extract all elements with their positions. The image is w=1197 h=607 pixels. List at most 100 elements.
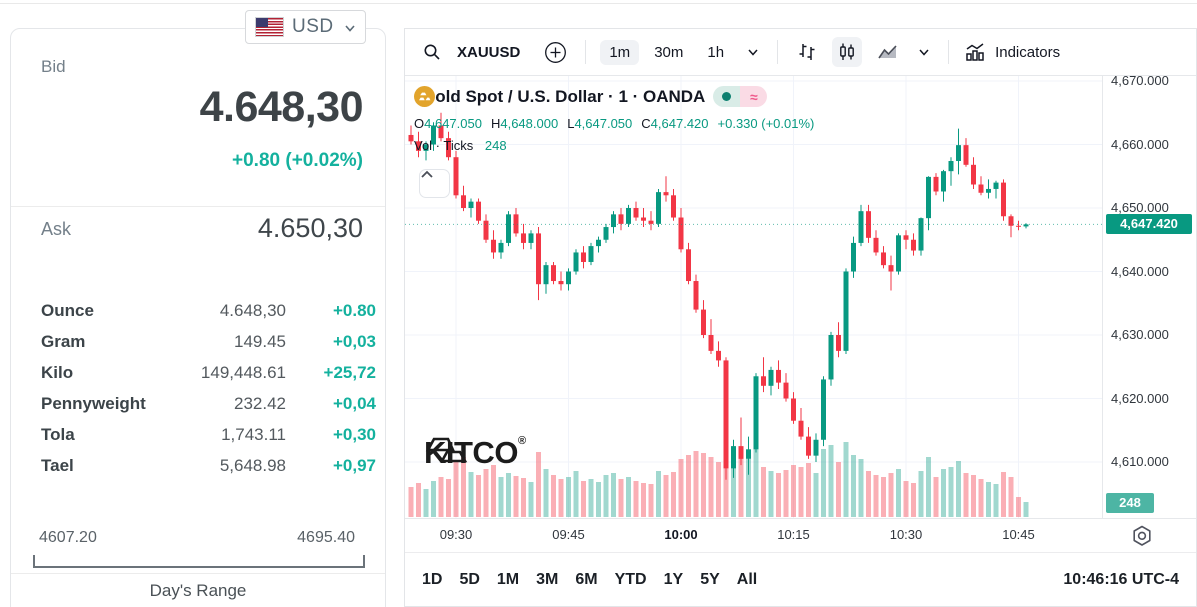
quote-card: Bid 4.648,30 +0.80 (+0.02%) Ask 4.650,30… — [10, 28, 386, 607]
unit-value: 232.42 — [234, 393, 286, 413]
toolbar-separator — [948, 40, 950, 64]
unit-value: 5,648.98 — [219, 455, 286, 475]
ohlc-values: O4,647.050 H4,648.000 L4,647.050 C4,647.420… — [414, 116, 814, 131]
unit-value: 4.648,30 — [219, 300, 286, 320]
ask-label: Ask — [41, 219, 72, 239]
chart-settings-gear-icon[interactable] — [1129, 523, 1155, 554]
clock[interactable]: 10:46:16 UTC-4 — [1063, 570, 1179, 588]
price-tick: 4,620.000 — [1111, 390, 1169, 406]
price-tick: 4,640.000 — [1111, 263, 1169, 279]
kitco-watermark-text: KITCO — [424, 435, 518, 470]
candlestick-plot[interactable]: Gold Spot / U.S. Dollar · 1 · OANDA ≈ O4… — [405, 76, 1102, 518]
divider — [11, 573, 385, 574]
range-button-1d[interactable]: 1D — [422, 570, 443, 588]
range-button-5d[interactable]: 5D — [459, 570, 480, 588]
price-tick: 4,660.000 — [1111, 136, 1169, 152]
bid-price: 4.648,30 — [199, 83, 364, 131]
unit-value: 1,743.11 — [221, 424, 286, 444]
range-button-6m[interactable]: 6M — [575, 570, 598, 588]
day-range-bracket — [33, 555, 365, 568]
date-range-bar: 1D 5D 1M 3M 6M YTD 1Y 5Y All 10:46:16 UTC-4 — [405, 552, 1196, 606]
chart-panel: XAUUSD 1m 30m 1h — [404, 28, 1197, 607]
range-button-all[interactable]: All — [736, 570, 758, 588]
unit-label: Tael — [41, 455, 74, 475]
range-button-3m[interactable]: 3M — [536, 570, 559, 588]
unit-price-table: Ounce 4.648,30 +0.80 Gram 149.45 +0,03 Kilo 149… — [41, 295, 376, 481]
time-tick: 10:00 — [664, 527, 698, 542]
unit-row: Pennyweight 232.42 +0,04 — [41, 388, 376, 419]
candles-style-button[interactable] — [832, 37, 863, 67]
market-status-badge[interactable]: ≈ — [713, 86, 768, 107]
chevron-down-icon — [344, 22, 355, 33]
time-tick: 10:15 — [777, 527, 810, 542]
style-dropdown-chevron-icon[interactable] — [914, 42, 934, 62]
ohlc-l: L4,647.050 — [567, 116, 633, 131]
unit-row: Gram 149.45 +0,03 — [41, 326, 376, 357]
unit-change: +0,97 — [332, 455, 376, 475]
unit-row: Kilo 149,448.61 +25,72 — [41, 357, 376, 388]
toolbar-separator — [585, 40, 587, 64]
time-axis[interactable]: 09:30 09:45 10:00 10:15 10:30 10:45 — [405, 518, 1196, 552]
unit-change: +0,03 — [332, 331, 376, 351]
collapse-legend-button[interactable] — [419, 169, 450, 198]
unit-label: Ounce — [41, 300, 94, 320]
range-buttons: 1D 5D 1M 3M 6M YTD 1Y 5Y All — [422, 571, 757, 589]
day-range-low: 4607.20 — [39, 529, 97, 546]
unit-change: +25,72 — [323, 362, 376, 382]
time-tick: 10:30 — [889, 527, 923, 542]
bid-change: +0.80 (+0.02%) — [232, 150, 363, 171]
bid-label: Bid — [41, 57, 66, 76]
unit-value: 149,448.61 — [200, 362, 286, 382]
top-border — [0, 3, 1197, 4]
volume-value: 248 — [484, 138, 507, 153]
interval-dropdown-chevron-icon[interactable] — [743, 42, 763, 62]
unit-label: Kilo — [41, 362, 74, 382]
registered-mark: ® — [517, 435, 527, 447]
volume-axis-label: 248 — [1106, 493, 1154, 513]
interval-button-1m[interactable]: 1m — [600, 39, 640, 65]
area-style-button[interactable] — [872, 37, 904, 67]
unit-change: +0,30 — [332, 424, 376, 444]
ohlc-change: +0.330 (+0.01%) — [717, 116, 815, 131]
range-button-ytd[interactable]: YTD — [614, 570, 647, 588]
unit-label: Tola — [41, 424, 75, 444]
range-button-1m[interactable]: 1M — [496, 570, 520, 588]
interval-button-30m[interactable]: 30m — [654, 43, 684, 61]
unit-label: Gram — [41, 331, 86, 351]
unit-change: +0.80 — [332, 300, 376, 320]
day-range-high: 4695.40 — [297, 529, 355, 546]
ask-price: 4.650,30 — [257, 213, 363, 243]
divider — [11, 206, 385, 207]
ohlc-c: C4,647.420 — [641, 116, 709, 131]
bars-style-button[interactable] — [792, 37, 822, 67]
indicators-icon — [963, 40, 987, 64]
interval-buttons: 1m 30m 1h — [600, 39, 733, 65]
unit-change: +0,04 — [332, 393, 376, 413]
currency-selector[interactable]: USD — [245, 10, 366, 44]
interval-button-1h[interactable]: 1h — [707, 43, 725, 61]
price-axis[interactable]: 4,670.000 4,660.000 4,650.000 4,640.000 4,63… — [1102, 73, 1196, 518]
ohlc-h: H4,648.000 — [490, 116, 559, 131]
instrument-title[interactable]: Gold Spot / U.S. Dollar · 1 · OANDA — [422, 86, 706, 106]
day-range-title: Day's Range — [149, 581, 247, 600]
range-button-1y[interactable]: 1Y — [663, 570, 684, 588]
volume-legend: Vol · Ticks 248 — [414, 138, 814, 153]
symbol-search-button[interactable] — [419, 39, 445, 65]
currency-label: USD — [292, 16, 334, 37]
indicators-button[interactable]: Indicators — [963, 40, 1060, 64]
range-button-5y[interactable]: 5Y — [700, 570, 720, 588]
kitco-watermark: KITCO ® — [424, 433, 526, 473]
delayed-data-icon: ≈ — [740, 86, 768, 107]
unit-row: Ounce 4.648,30 +0.80 — [41, 295, 376, 326]
time-tick: 09:30 — [439, 527, 473, 542]
market-open-dot-icon — [722, 92, 732, 101]
unit-row: Tael 5,648.98 +0,97 — [41, 450, 376, 481]
unit-label: Pennyweight — [41, 393, 146, 413]
symbol-label[interactable]: XAUUSD — [457, 43, 521, 61]
indicators-label: Indicators — [995, 43, 1061, 61]
us-flag-icon — [255, 17, 284, 37]
price-tick: 4,630.000 — [1111, 327, 1169, 342]
price-tick: 4,610.000 — [1111, 454, 1169, 469]
compare-add-button[interactable] — [540, 37, 571, 68]
